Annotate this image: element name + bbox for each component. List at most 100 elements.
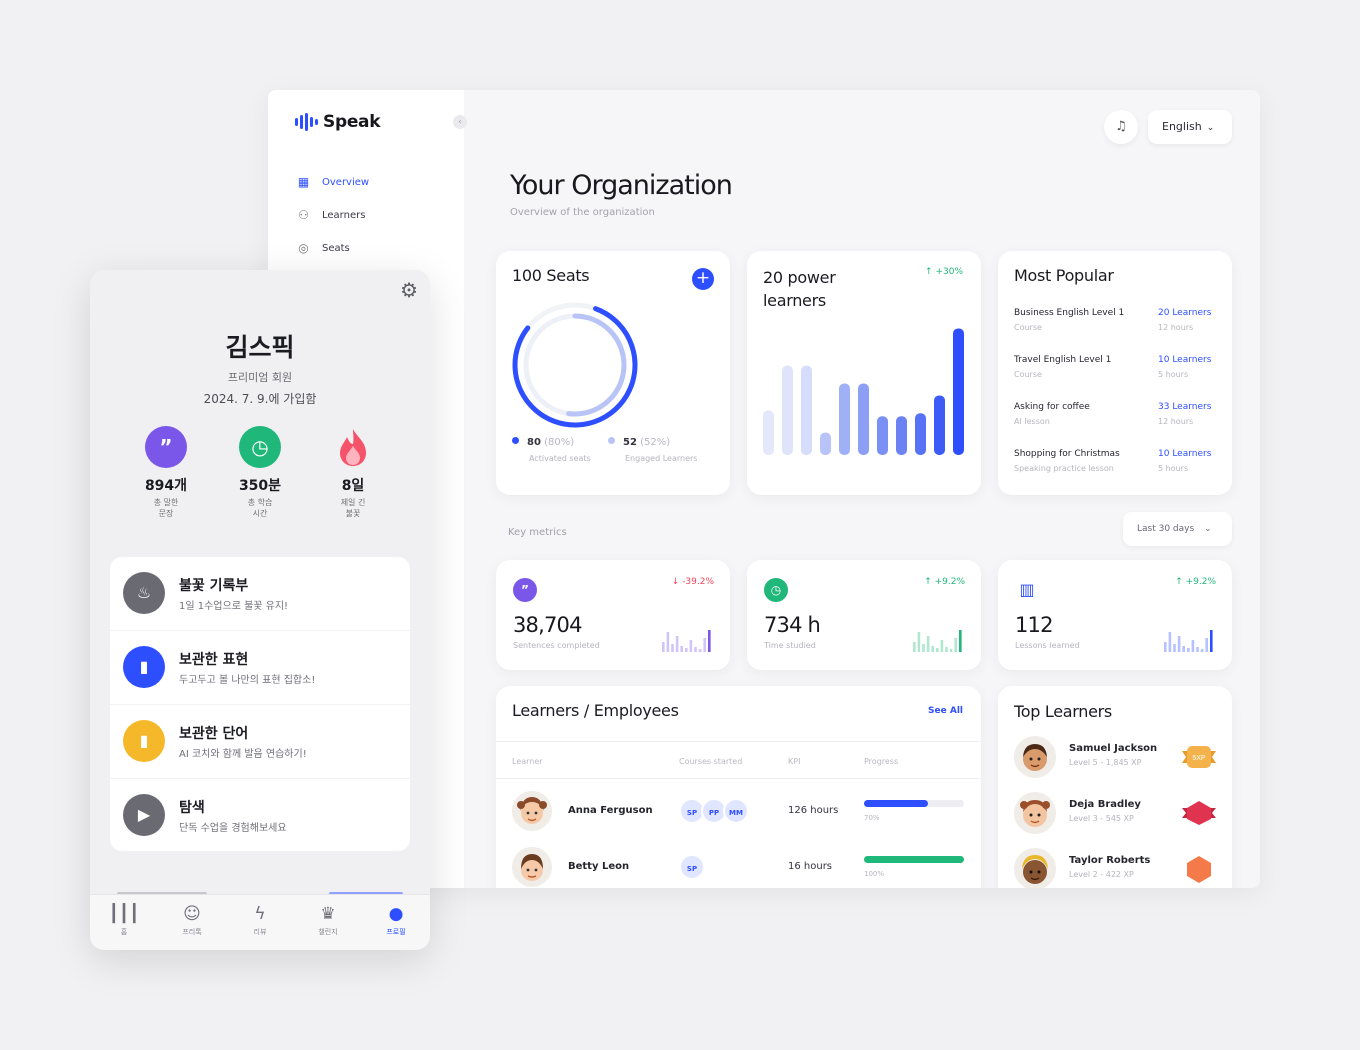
- sparkline-bar: [1200, 649, 1204, 652]
- legend-dot: [512, 437, 519, 444]
- tab-review[interactable]: ϟ 리뷰: [226, 904, 294, 937]
- power-learners-bar-chart: [763, 328, 964, 455]
- popular-item-name: Shopping for Christmas: [1014, 449, 1120, 459]
- sparkline-bar: [671, 644, 674, 652]
- caption-line: 총 학습: [247, 498, 273, 507]
- date-range-value: Last 30 days: [1137, 524, 1195, 534]
- add-seats-button[interactable]: +: [692, 268, 714, 290]
- avatar: [1014, 792, 1056, 834]
- legend-dot: [608, 437, 615, 444]
- sparkline-bar: [666, 632, 670, 652]
- bookmark-icon: ▮: [123, 720, 165, 762]
- power-bar: [820, 432, 831, 455]
- popular-item[interactable]: Shopping for Christmas Speaking practice…: [1014, 449, 1218, 473]
- column-header[interactable]: Learner: [512, 757, 543, 766]
- learners-table-card: Learners / Employees See All Learner Cou…: [496, 686, 981, 888]
- sidebar-item-seats[interactable]: ◎ Seats: [296, 232, 369, 265]
- column-header[interactable]: Progress: [864, 757, 899, 766]
- membership-label: 프리미엄 회원: [227, 371, 293, 384]
- sidebar-item-label: Overview: [322, 177, 370, 188]
- caption-line: 시간: [252, 509, 268, 518]
- learner-level: Level 5 - 1,845 XP: [1069, 758, 1142, 767]
- power-learners-delta: ↑ +30%: [925, 267, 963, 277]
- top-learners-card: Top Learners Samuel Jackson Level 5 - 1,…: [998, 686, 1232, 888]
- tab-label: 홈: [120, 928, 128, 936]
- popular-item-kind: Course: [1014, 323, 1042, 332]
- play-icon: ▶: [123, 794, 165, 836]
- sparkline-bar: [1164, 642, 1167, 652]
- profile-name: 김스픽: [225, 333, 295, 362]
- power-learners-title: 20 power learners: [763, 266, 836, 312]
- menu-item-title: 보관한 표현: [179, 652, 249, 668]
- menu-item-streak-log[interactable]: ♨ 불꽃 기록부 1일 1수업으로 불꽃 유지!: [110, 557, 410, 631]
- menu-item-subtitle: AI 코치와 함께 발음 연습하기!: [179, 749, 307, 760]
- stat-value: 8일: [341, 478, 365, 494]
- menu-item-saved-words[interactable]: ▮ 보관한 단어 AI 코치와 함께 발음 연습하기!: [110, 705, 410, 779]
- metric-delta: ↓ -39.2%: [671, 577, 714, 587]
- popular-item-hours: 5 hours: [1158, 370, 1189, 379]
- brand-logo[interactable]: Speak: [295, 112, 381, 132]
- caption-line: 불꽃: [345, 509, 361, 518]
- menu-item-subtitle: 단독 수업을 경험해보세요: [179, 823, 287, 834]
- sidebar-item-learners[interactable]: ⚇ Learners: [296, 199, 369, 232]
- power-bar: [915, 413, 926, 455]
- power-bar: [877, 416, 888, 455]
- date-range-select[interactable]: Last 30 days ⌄: [1123, 512, 1232, 546]
- power-bar: [801, 365, 812, 455]
- sidebar-item-label: Learners: [322, 210, 366, 221]
- most-popular-title: Most Popular: [1014, 266, 1114, 285]
- menu-item-title: 보관한 단어: [179, 726, 249, 742]
- top-learner-row[interactable]: Samuel Jackson Level 5 - 1,845 XP 5XP: [1014, 736, 1218, 782]
- tab-freetalk[interactable]: ☺ 프리톡: [158, 904, 226, 937]
- menu-item-explore[interactable]: ▶ 탐색 단독 수업을 경험해보세요: [110, 779, 410, 853]
- tab-label: 프로필: [386, 928, 406, 936]
- tab-home[interactable]: ┃┃┃ 홈: [90, 904, 158, 937]
- top-learner-row[interactable]: Taylor Roberts Level 2 - 422 XP: [1014, 848, 1218, 888]
- language-select[interactable]: English ⌄: [1148, 110, 1232, 144]
- joined-date: 2024. 7. 9.에 가입함: [203, 392, 317, 406]
- table-row[interactable]: Anna Ferguson SP PP MM 126 hours 70%: [496, 783, 981, 839]
- popular-item-name: Business English Level 1: [1014, 308, 1125, 318]
- metric-caption: Time studied: [764, 641, 816, 650]
- learner-name: Samuel Jackson: [1069, 743, 1158, 754]
- table-row[interactable]: Betty Leon SP 16 hours 100%: [496, 839, 981, 888]
- collapse-sidebar-button[interactable]: ‹: [453, 115, 467, 129]
- sparkline-bar: [1182, 646, 1185, 652]
- column-header[interactable]: Courses started: [679, 757, 743, 766]
- see-all-link[interactable]: See All: [928, 706, 963, 716]
- tab-profile[interactable]: ● 프로필: [362, 904, 430, 937]
- column-header[interactable]: KPI: [788, 757, 801, 766]
- menu-item-saved-expressions[interactable]: ▮ 보관한 표현 두고두고 볼 나만의 표현 집합소!: [110, 631, 410, 705]
- sparkline-bar: [926, 636, 930, 652]
- engaged-learners-legend: 52 (52%) Engaged Learners: [608, 437, 697, 463]
- engaged-learners-value: 52: [623, 437, 637, 448]
- popular-item[interactable]: Travel English Level 1 Course 10 Learner…: [1014, 355, 1218, 379]
- sidebar-item-overview[interactable]: ▦ Overview: [296, 166, 369, 199]
- profile-menu: ♨ 불꽃 기록부 1일 1수업으로 불꽃 유지! ▮ 보관한 표현 두고두고 볼…: [110, 557, 410, 851]
- flame-icon: ♨: [123, 572, 165, 614]
- seats-donut-chart: [512, 302, 638, 428]
- sparkline-bar: [922, 644, 925, 652]
- popular-item[interactable]: Business English Level 1 Course 20 Learn…: [1014, 308, 1218, 332]
- seats-title: 100 Seats: [512, 266, 590, 285]
- caption-line: 제일 긴: [340, 498, 366, 507]
- notification-button[interactable]: ♫: [1104, 110, 1138, 144]
- popular-item[interactable]: Asking for coffee AI lesson 33 Learners …: [1014, 402, 1218, 426]
- brand-name: Speak: [323, 112, 381, 132]
- title-line: learners: [763, 291, 826, 310]
- tab-label: 챌린지: [318, 928, 338, 936]
- popular-item-kind: Speaking practice lesson: [1014, 464, 1114, 473]
- tab-challenge[interactable]: ♛ 챌린지: [294, 904, 362, 937]
- progress-bar: [864, 856, 964, 863]
- top-learner-row[interactable]: Deja Bradley Level 3 - 545 XP: [1014, 792, 1218, 838]
- gear-icon[interactable]: ⚙: [400, 278, 418, 302]
- page-title: Your Organization: [510, 170, 733, 201]
- activated-seats-arc: [512, 302, 638, 428]
- dashboard-window: Speak ‹ ▦ Overview ⚇ Learners ◎ Seats ♫ …: [268, 90, 1260, 888]
- trophy-icon: ♛: [320, 904, 336, 924]
- plus-icon: +: [695, 268, 711, 288]
- course-chip: MM: [723, 798, 749, 824]
- key-metrics-label: Key metrics: [508, 527, 567, 538]
- avatar: [512, 847, 552, 887]
